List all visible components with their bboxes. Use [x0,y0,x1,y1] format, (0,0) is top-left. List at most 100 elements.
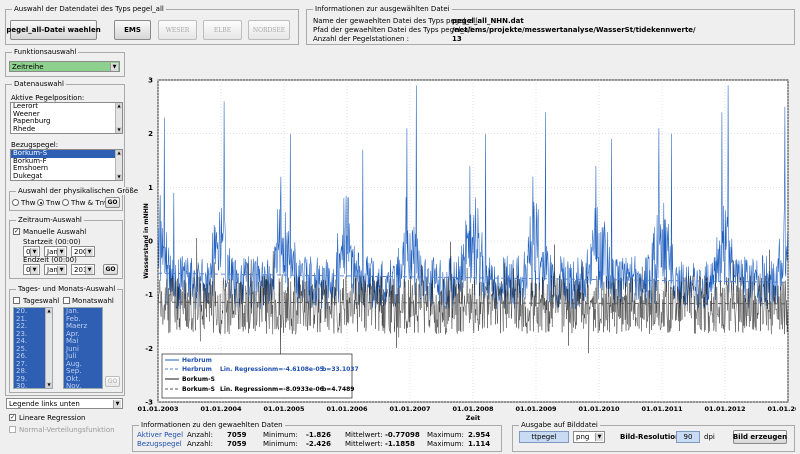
start-year-value: 2003 [74,247,92,256]
x-tick-label: 01.01.2011 [641,405,683,413]
scroll-down-icon[interactable]: ▼ [116,174,122,180]
list-item[interactable]: 21. [14,315,52,323]
stats-active-min: -1.826 [306,431,332,439]
scrollbar[interactable]: ▲ ▼ [115,150,122,180]
manual-checkbox[interactable]: ✓ [13,228,20,235]
elbe-button[interactable]: ELBE [203,20,242,40]
x-tick-label: 01.01.2009 [515,405,557,413]
linreg-checkbox[interactable]: ✓ [9,414,16,421]
y-tick-label: -1 [145,291,153,299]
list-item[interactable]: 24. [14,337,52,346]
stats-active-max-label: Maximum: [427,431,464,439]
list-item[interactable]: 23. [14,330,52,338]
list-item[interactable]: Aug. [64,360,102,368]
create-image-button[interactable]: Bild erzeugen [733,430,787,444]
stats-ref-name: Bezugspegel [137,440,182,448]
start-month-select[interactable]: Jan. ▼ [44,246,67,257]
scroll-up-icon[interactable]: ▲ [116,150,122,156]
list-item[interactable]: Jan. [64,308,102,316]
list-item[interactable]: 29. [14,375,52,383]
normal-checkbox[interactable] [9,426,16,433]
export-filename-input[interactable]: ttpegel [519,431,569,443]
legend-label: Herbrum [182,357,212,364]
list-item[interactable]: Juli [64,352,102,361]
day-checkbox[interactable] [13,297,20,304]
export-format-value: png [576,433,590,441]
list-item[interactable]: Borkum-S [11,150,122,158]
legend-reg-m: m=-4.6108e-05 [272,366,324,373]
scroll-up-icon[interactable]: ▲ [116,103,122,109]
scrollbar[interactable]: ▲ ▼ [115,103,122,133]
end-month-value: Jan. [47,265,61,274]
list-item[interactable]: Apr. [64,330,102,338]
scrollbar[interactable]: ▲ ▼ [45,308,52,388]
day-month-group: Tages- und Monats-Auswahl [9,285,123,393]
list-item[interactable]: Rhede [13,124,36,133]
radio-thw-tnw[interactable] [62,199,69,206]
list-item[interactable]: Borkum-F [13,156,47,165]
end-month-select[interactable]: Jan. ▼ [44,264,67,275]
month-list[interactable]: Jan. Feb. Maerz Apr. Mai Juni Juli Aug. Sep. Okt.… [63,307,103,389]
export-format-select[interactable]: png ▼ [573,431,605,443]
resolution-input[interactable]: 90 [676,431,700,443]
file-select-title: Auswahl der Datendatei des Typs pegel_al… [12,5,166,13]
list-item[interactable]: 25. [14,345,52,353]
list-item[interactable]: 27. [14,360,52,368]
list-item[interactable]: Sep. [64,367,102,376]
day-list[interactable]: 20.21.22.23.24.25.26.27.28.29.30.31. ▲▼ [13,307,53,389]
list-item[interactable]: Leerort [13,102,39,110]
legend-select[interactable]: Legende links unten ▼ [6,398,123,409]
list-item[interactable]: 30. [14,382,52,388]
start-day-select[interactable]: 01.▼ [23,246,40,257]
end-day-select[interactable]: 01.▼ [23,264,40,275]
file-info-title: Informationen zur ausgewählten Datei [313,5,452,13]
list-item[interactable]: Okt. [64,375,102,383]
day-month-go-button[interactable]: GO [105,376,120,387]
list-item[interactable]: Herbrum [13,132,44,133]
stats-ref-min: -2.426 [306,440,332,448]
chevron-down-icon: ▼ [85,248,93,256]
scroll-down-icon[interactable]: ▼ [46,382,52,388]
weser-button[interactable]: WESER [158,20,197,40]
quantity-go-button[interactable]: GO [105,197,120,208]
list-item[interactable]: 28. [14,367,52,376]
list-item[interactable]: Emshoern [13,164,49,172]
list-item[interactable]: Juni [64,345,102,353]
list-item[interactable]: Knock [13,179,34,180]
list-item[interactable]: Nov. [64,382,102,388]
radio-thw[interactable] [12,199,19,206]
list-item[interactable]: Papenburg [13,117,51,125]
start-year-select[interactable]: 2003 ▼ [71,246,95,257]
end-label: Endzeit (00:00) [23,256,77,264]
nordsee-button[interactable]: NORDSEE [248,20,290,40]
chevron-down-icon: ▼ [30,266,38,274]
active-gauge-list[interactable]: LeerortWeenerPapenburgRhedeHerbrum ▲▼ [10,102,123,134]
scroll-up-icon[interactable]: ▲ [46,308,52,314]
radio-thw-label: Thw [21,199,36,207]
list-item[interactable]: Mai [64,337,102,346]
end-year-select[interactable]: 2013 ▼ [71,264,95,275]
list-item[interactable]: 20. [14,308,52,316]
function-select[interactable]: Zeitreihe ▼ [9,61,120,72]
start-label: Startzeit (00:00) [23,238,81,246]
time-go-button[interactable]: GO [103,264,118,275]
legend-reg-label: Lin. Regression [220,366,272,373]
list-item[interactable]: Feb. [64,315,102,323]
month-label: Monatswahl [72,297,114,305]
list-item[interactable]: Weener [13,109,40,118]
list-item[interactable]: Maerz [64,322,102,331]
y-tick-label: 3 [148,77,153,85]
load-file-button[interactable]: pegel_all-Datei waehlen [6,20,101,40]
x-tick-label: 01.01.2008 [452,405,494,413]
list-item[interactable]: 26. [14,352,52,361]
scroll-down-icon[interactable]: ▼ [116,127,122,133]
active-gauge-label: Aktive Pegelposition: [11,94,85,102]
list-item[interactable]: Dukegat [13,171,43,180]
ems-button[interactable]: EMS [114,20,151,40]
manual-label: Manuelle Auswahl [23,228,87,236]
radio-tnw[interactable] [37,199,44,206]
list-item[interactable]: 22. [14,322,52,331]
chevron-down-icon: ▼ [57,248,65,256]
month-checkbox[interactable] [63,297,70,304]
